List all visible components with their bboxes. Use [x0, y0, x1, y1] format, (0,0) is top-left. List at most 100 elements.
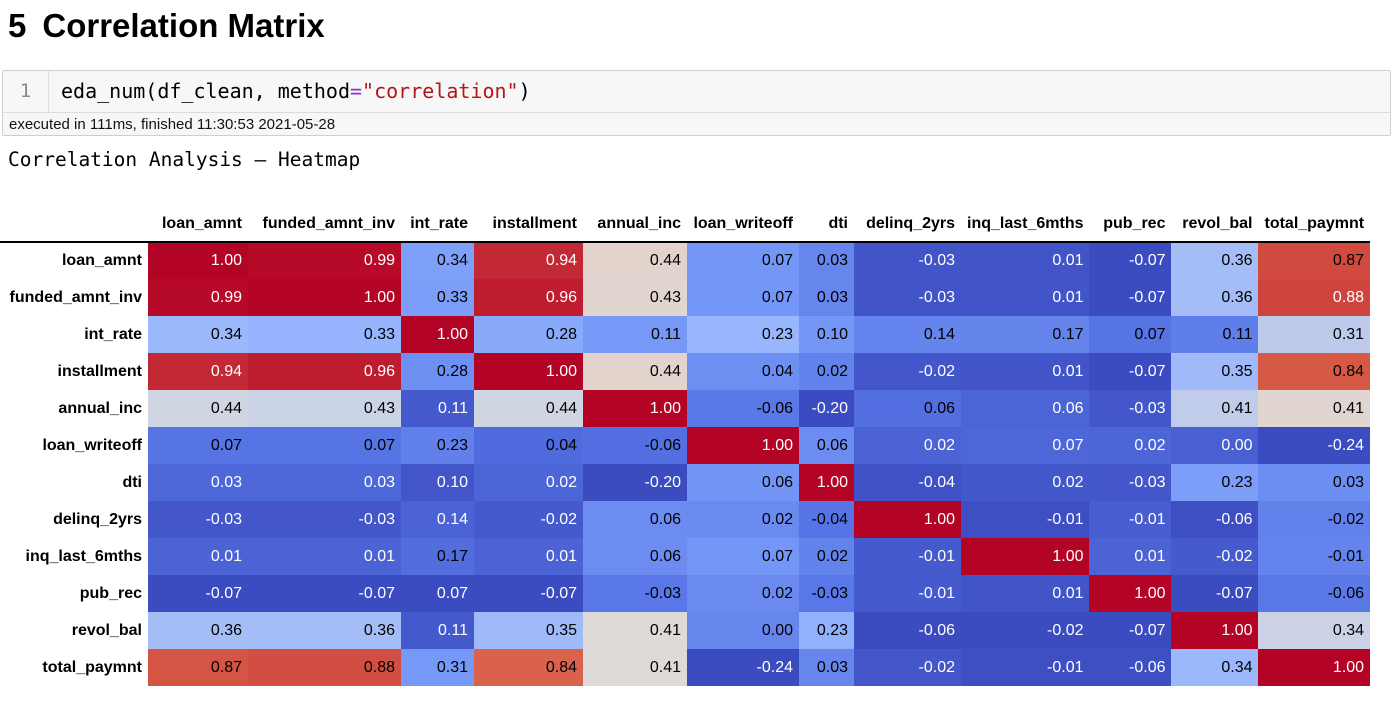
heatmap-cell: 0.03 — [799, 242, 854, 279]
heatmap-cell: -0.06 — [1171, 501, 1259, 538]
heatmap-cell: 0.36 — [1171, 242, 1259, 279]
table-row: total_paymnt 0.87 0.88 0.31 0.84 0.41 -0.24 0.0… — [0, 649, 1371, 686]
heatmap-cell: 0.36 — [248, 612, 401, 649]
heatmap-cell: -0.07 — [474, 575, 583, 612]
heatmap-cell: 0.07 — [687, 279, 799, 316]
heatmap-cell: 0.02 — [854, 427, 961, 464]
heatmap-cell: 0.01 — [961, 575, 1090, 612]
heatmap-cell: -0.07 — [1089, 242, 1172, 279]
heatmap-cell: 0.99 — [248, 242, 401, 279]
heatmap-cell: -0.03 — [148, 501, 248, 538]
heatmap-cell: 0.34 — [148, 316, 248, 353]
column-header-inq-last-6mths: inq_last_6mths — [961, 206, 1090, 243]
heatmap-cell: 1.00 — [474, 353, 583, 390]
row-header-int-rate: int_rate — [0, 316, 148, 353]
heatmap-cell: 0.33 — [248, 316, 401, 353]
row-header-funded-amnt-inv: funded_amnt_inv — [0, 279, 148, 316]
code-input-area[interactable]: 1 eda_num(df_clean, method="correlation"… — [3, 71, 1390, 113]
heatmap-cell: 0.04 — [474, 427, 583, 464]
heatmap-cell: 0.41 — [583, 612, 687, 649]
heatmap-cell: -0.02 — [961, 612, 1090, 649]
heatmap-cell: 0.44 — [474, 390, 583, 427]
heatmap-cell: 0.07 — [687, 538, 799, 575]
heatmap-cell: 1.00 — [854, 501, 961, 538]
heatmap-cell: 0.17 — [401, 538, 474, 575]
header-corner — [0, 206, 148, 243]
heatmap-cell: -0.03 — [1089, 390, 1172, 427]
heatmap-cell: 0.02 — [474, 464, 583, 501]
heatmap-cell: 1.00 — [583, 390, 687, 427]
heatmap-cell: -0.24 — [687, 649, 799, 686]
table-row: installment 0.94 0.96 0.28 1.00 0.44 0.04 0.02-… — [0, 353, 1371, 390]
column-header-funded-amnt-inv: funded_amnt_inv — [248, 206, 401, 243]
table-row: loan_writeoff 0.07 0.07 0.23 0.04 -0.06 1.00 0.… — [0, 427, 1371, 464]
heatmap-cell: -0.07 — [1089, 353, 1172, 390]
heatmap-cell: 0.87 — [1258, 242, 1371, 279]
heatmap-cell: 0.34 — [401, 242, 474, 279]
heatmap-cell: 0.07 — [148, 427, 248, 464]
heatmap-cell: 0.23 — [401, 427, 474, 464]
heatmap-cell: -0.01 — [1089, 501, 1172, 538]
heatmap-cell: -0.07 — [1089, 279, 1172, 316]
heatmap-cell: 0.84 — [1258, 353, 1371, 390]
heatmap-cell: 0.06 — [799, 427, 854, 464]
heatmap-cell: 1.00 — [1171, 612, 1259, 649]
heatmap-cell: 0.02 — [799, 353, 854, 390]
heatmap-cell: -0.04 — [854, 464, 961, 501]
heatmap-cell: 0.84 — [474, 649, 583, 686]
heatmap-cell: 0.43 — [583, 279, 687, 316]
column-header-installment: installment — [474, 206, 583, 243]
code-line[interactable]: eda_num(df_clean, method="correlation") — [61, 71, 531, 111]
heatmap-cell: 0.00 — [1171, 427, 1259, 464]
heatmap-cell: 0.14 — [854, 316, 961, 353]
heatmap-cell: 0.87 — [148, 649, 248, 686]
heatmap-cell: 0.35 — [474, 612, 583, 649]
heatmap-cell: -0.02 — [854, 649, 961, 686]
heatmap-cell: -0.04 — [799, 501, 854, 538]
heatmap-cell: 0.02 — [961, 464, 1090, 501]
table-row: annual_inc 0.44 0.43 0.11 0.44 1.00 -0.06 -0.20… — [0, 390, 1371, 427]
column-header-loan-writeoff: loan_writeoff — [687, 206, 799, 243]
heatmap-cell: 0.88 — [1258, 279, 1371, 316]
heatmap-cell: 0.10 — [401, 464, 474, 501]
heatmap-cell: 0.01 — [1089, 538, 1172, 575]
column-header-int-rate: int_rate — [401, 206, 474, 243]
execution-info: executed in 111ms, finished 11:30:53 202… — [9, 116, 336, 133]
heatmap-cell: -0.03 — [248, 501, 401, 538]
column-header-delinq-2yrs: delinq_2yrs — [854, 206, 961, 243]
heatmap-cell: 0.01 — [474, 538, 583, 575]
heatmap-cell: -0.24 — [1258, 427, 1371, 464]
code-cell[interactable]: 1 eda_num(df_clean, method="correlation"… — [2, 70, 1391, 136]
heatmap-cell: 0.34 — [1258, 612, 1371, 649]
heatmap-cell: 0.96 — [474, 279, 583, 316]
heatmap-cell: 1.00 — [401, 316, 474, 353]
heatmap-cell: -0.02 — [854, 353, 961, 390]
heatmap-cell: -0.01 — [961, 649, 1090, 686]
heatmap-cell: 0.36 — [148, 612, 248, 649]
heatmap-cell: 0.03 — [248, 464, 401, 501]
heatmap-cell: 0.41 — [583, 649, 687, 686]
code-operator: = — [349, 79, 363, 103]
heatmap-cell: -0.01 — [961, 501, 1090, 538]
heatmap-cell: -0.06 — [1089, 649, 1172, 686]
column-header-pub-rec: pub_rec — [1089, 206, 1172, 243]
table-row: loan_amnt 1.00 0.99 0.34 0.94 0.44 0.07 0.03 -0.… — [0, 242, 1371, 279]
heatmap-cell: 0.01 — [961, 279, 1090, 316]
heatmap-cell: 0.02 — [799, 538, 854, 575]
heatmap-cell: -0.02 — [474, 501, 583, 538]
correlation-heatmap-table: loan_amnt funded_amnt_inv int_rate installm… — [0, 206, 1371, 686]
heatmap-cell: 0.41 — [1171, 390, 1259, 427]
heatmap-cell: 0.28 — [474, 316, 583, 353]
heatmap-cell: -0.07 — [148, 575, 248, 612]
code-string: "correlation" — [362, 79, 519, 103]
column-header-revol-bal: revol_bal — [1171, 206, 1259, 243]
heatmap-cell: -0.02 — [1171, 538, 1259, 575]
heatmap-cell: -0.06 — [1258, 575, 1371, 612]
row-header-revol-bal: revol_bal — [0, 612, 148, 649]
heatmap-cell: 0.11 — [401, 390, 474, 427]
heatmap-cell: 0.94 — [474, 242, 583, 279]
heatmap-cell: 0.07 — [1089, 316, 1172, 353]
heatmap-cell: 0.14 — [401, 501, 474, 538]
heatmap-cell: 0.03 — [148, 464, 248, 501]
code-suffix: ) — [518, 79, 531, 103]
